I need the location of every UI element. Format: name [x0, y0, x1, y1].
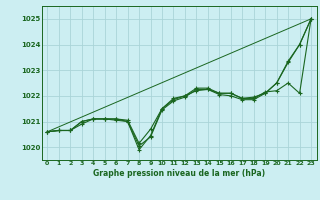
X-axis label: Graphe pression niveau de la mer (hPa): Graphe pression niveau de la mer (hPa) [93, 169, 265, 178]
